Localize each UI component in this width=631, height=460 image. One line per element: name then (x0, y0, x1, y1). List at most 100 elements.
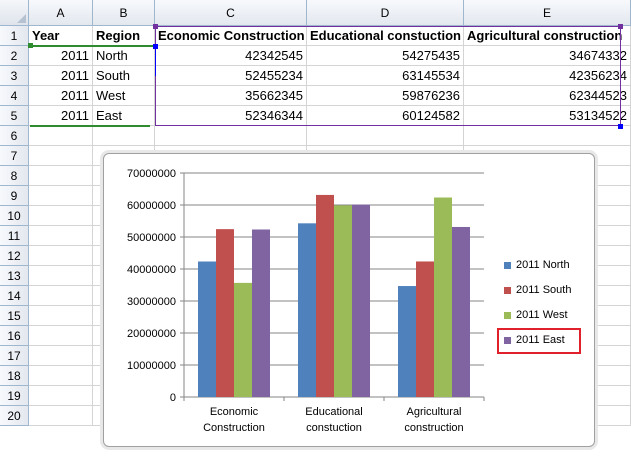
cell-d4[interactable]: 59876236 (307, 86, 464, 106)
cell-e3[interactable]: 42356234 (464, 66, 631, 86)
row-header-18[interactable]: 18 (0, 366, 29, 386)
cell-c2[interactable]: 42342545 (155, 46, 307, 66)
cell-a13[interactable] (29, 266, 93, 286)
cell-b2[interactable]: North (93, 46, 155, 66)
cell-d3[interactable]: 63145534 (307, 66, 464, 86)
cell-a7[interactable] (29, 146, 93, 166)
cell-e2[interactable]: 34674332 (464, 46, 631, 66)
cell-a16[interactable] (29, 326, 93, 346)
bar-west-3 (434, 197, 452, 397)
cell-b5[interactable]: East (93, 106, 155, 126)
legend-highlight-box (497, 328, 581, 354)
row-header-9[interactable]: 9 (0, 186, 29, 206)
range-handle[interactable] (618, 24, 623, 29)
x-category-label: Construction (203, 422, 265, 434)
chart-object[interactable]: 0 10000000 20000000 30000000 40000000 5000000… (103, 153, 595, 447)
row-header-17[interactable]: 17 (0, 346, 29, 366)
cell-a17[interactable] (29, 346, 93, 366)
cell-e4[interactable]: 62344523 (464, 86, 631, 106)
row-header-20[interactable]: 20 (0, 406, 29, 426)
cell-a18[interactable] (29, 366, 93, 386)
row-header-5[interactable]: 5 (0, 106, 29, 126)
cell-a9[interactable] (29, 186, 93, 206)
range-handle[interactable] (28, 43, 33, 48)
cell-c4[interactable]: 35662345 (155, 86, 307, 106)
bar-north-3 (398, 286, 416, 397)
cell-a11[interactable] (29, 226, 93, 246)
legend-swatch (504, 286, 511, 294)
row-header-13[interactable]: 13 (0, 266, 29, 286)
cell-a3[interactable]: 2011 (29, 66, 93, 86)
row-header-3[interactable]: 3 (0, 66, 29, 86)
category-range-line-bottom (30, 125, 150, 127)
y-tick-label: 40000000 (127, 264, 176, 276)
legend-item-north[interactable]: 2011 North (504, 259, 570, 271)
y-tick-label: 50000000 (127, 232, 176, 244)
cell-e1[interactable]: Agricultural construction (464, 26, 631, 46)
cell-a8[interactable] (29, 166, 93, 186)
cell-c6[interactable] (155, 126, 307, 146)
row-header-8[interactable]: 8 (0, 166, 29, 186)
column-header-e[interactable]: E (464, 0, 631, 26)
cell-a12[interactable] (29, 246, 93, 266)
row-header-7[interactable]: 7 (0, 146, 29, 166)
row-header-12[interactable]: 12 (0, 246, 29, 266)
legend-item-east[interactable]: 2011 East (504, 334, 565, 346)
cell-a15[interactable] (29, 306, 93, 326)
cell-b4[interactable]: West (93, 86, 155, 106)
cell-b6[interactable] (93, 126, 155, 146)
chart-plot: 0 10000000 20000000 30000000 40000000 5000000… (127, 168, 485, 434)
legend-item-west[interactable]: 2011 West (504, 309, 568, 321)
column-header-d[interactable]: D (307, 0, 464, 26)
y-tick-label: 0 (170, 392, 176, 404)
bar-east-1 (252, 229, 270, 397)
cell-e6[interactable] (464, 126, 631, 146)
range-handle[interactable] (153, 44, 158, 49)
cell-a2[interactable]: 2011 (29, 46, 93, 66)
cell-d6[interactable] (307, 126, 464, 146)
column-header-b[interactable]: B (93, 0, 155, 26)
cell-d2[interactable]: 54275435 (307, 46, 464, 66)
cell-e5[interactable]: 53134522 (464, 106, 631, 126)
select-all-corner[interactable] (0, 0, 29, 26)
cell-a19[interactable] (29, 386, 93, 406)
row-header-10[interactable]: 10 (0, 206, 29, 226)
cell-a6[interactable] (29, 126, 93, 146)
cell-a4[interactable]: 2011 (29, 86, 93, 106)
bar-east-2 (352, 204, 370, 397)
bar-north-2 (298, 223, 316, 397)
row-header-4[interactable]: 4 (0, 86, 29, 106)
cell-d1[interactable]: Educational constuction (307, 26, 464, 46)
range-handle[interactable] (618, 124, 623, 129)
cell-a1[interactable]: Year (29, 26, 93, 46)
x-category-label: Economic (210, 406, 259, 418)
cell-c5[interactable]: 52346344 (155, 106, 307, 126)
bar-south-2 (316, 194, 334, 397)
cell-d5[interactable]: 60124582 (307, 106, 464, 126)
bar-south-1 (216, 229, 234, 397)
range-handle[interactable] (153, 24, 158, 29)
legend-label: 2011 West (516, 309, 568, 321)
cell-a14[interactable] (29, 286, 93, 306)
cell-b1[interactable]: Region (93, 26, 155, 46)
row-header-6[interactable]: 6 (0, 126, 29, 146)
cell-b3[interactable]: South (93, 66, 155, 86)
cell-a20[interactable] (29, 406, 93, 426)
x-category-label: Agricultural (406, 406, 461, 418)
bar-east-3 (452, 226, 470, 397)
row-header-16[interactable]: 16 (0, 326, 29, 346)
row-header-14[interactable]: 14 (0, 286, 29, 306)
legend-item-south[interactable]: 2011 South (504, 284, 571, 296)
y-tick-label: 60000000 (127, 200, 176, 212)
cell-c3[interactable]: 52455234 (155, 66, 307, 86)
row-header-19[interactable]: 19 (0, 386, 29, 406)
column-header-c[interactable]: C (155, 0, 307, 26)
row-header-11[interactable]: 11 (0, 226, 29, 246)
row-header-15[interactable]: 15 (0, 306, 29, 326)
cell-a5[interactable]: 2011 (29, 106, 93, 126)
cell-a10[interactable] (29, 206, 93, 226)
cell-c1[interactable]: Economic Construction (155, 26, 307, 46)
row-header-1[interactable]: 1 (0, 26, 29, 46)
column-header-a[interactable]: A (29, 0, 93, 26)
row-header-2[interactable]: 2 (0, 46, 29, 66)
